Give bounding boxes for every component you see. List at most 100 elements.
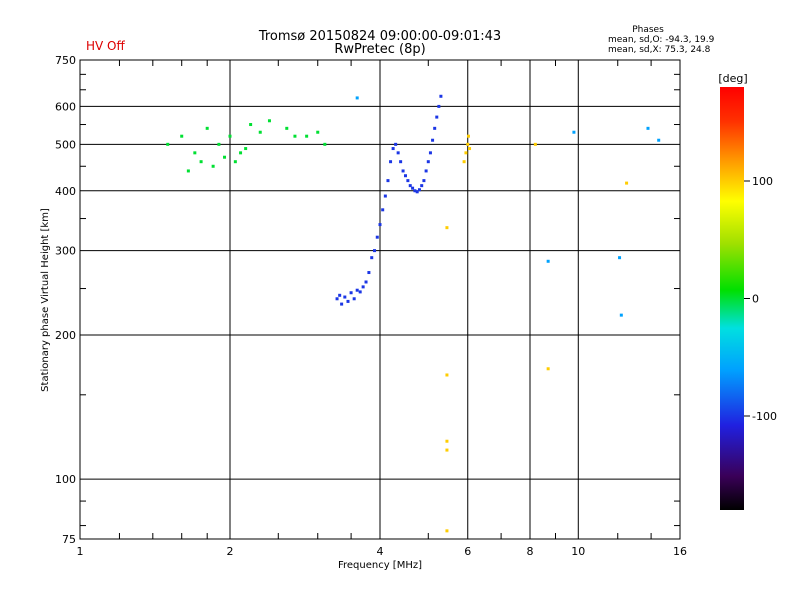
data-point [361,285,365,289]
x-tick-label: 10 [571,545,585,558]
data-point [267,119,271,123]
data-point [199,160,203,164]
data-point [401,169,405,173]
data-point [431,138,435,142]
colorbar [720,87,744,510]
data-point [403,174,407,178]
chart-subtitle: RwPretec (8p) [334,42,425,57]
data-point [445,373,449,377]
data-point [293,134,297,138]
data-point [546,367,550,371]
y-tick-label: 750 [55,54,76,67]
data-point [389,160,393,164]
data-point [445,439,449,443]
y-tick-label: 75 [62,533,76,546]
data-point [466,142,470,146]
data-point [657,138,661,142]
y-tick-label: 300 [55,245,76,258]
data-point [355,288,359,292]
data-point [378,223,382,227]
data-point [396,151,400,155]
data-point [358,290,362,294]
data-point [468,147,472,151]
data-point [619,313,623,317]
data-point [223,155,227,159]
colorbar-tick-label: 100 [752,175,773,188]
data-point [338,293,342,297]
colorbar-ticks: 100 0 -100 [744,175,777,423]
colorbar-label: [deg] [718,72,747,85]
data-point [343,295,347,299]
grid-lines [80,60,680,539]
data-point [340,302,344,306]
data-point [228,134,232,138]
o-mode-stats: mean, sd,O: -94.3, 19.9 [608,35,715,45]
colorbar-tick-label: -100 [752,410,777,423]
data-point [244,147,248,151]
data-point [391,147,395,151]
data-point [233,160,237,164]
y-axis-ticks: 75 100 200 300 400 500 600 750 [55,54,680,546]
y-tick-label: 400 [55,185,76,198]
data-point [406,179,410,183]
y-tick-label: 600 [55,100,76,113]
data-point [394,142,398,146]
data-point [375,235,379,239]
colorbar-tick-label: 0 [752,293,759,306]
data-point [399,160,403,164]
data-point [323,142,327,146]
x-tick-label: 6 [464,545,471,558]
data-point [424,169,428,173]
data-point [352,297,356,301]
x-tick-label: 16 [673,545,687,558]
data-point [166,142,170,146]
data-point [408,184,412,188]
data-point [186,169,190,173]
data-point [464,151,468,155]
data-point [211,164,215,168]
data-point [373,249,377,253]
data-point [249,123,253,127]
data-point [572,130,576,134]
data-point [205,126,209,130]
data-point [445,448,449,452]
x-tick-label: 8 [527,545,534,558]
data-point [415,190,419,194]
data-points [166,94,661,533]
data-point [355,96,359,100]
data-point [364,280,368,284]
data-point [435,115,439,119]
data-point [428,151,432,155]
y-tick-label: 100 [55,473,76,486]
data-point [316,130,320,134]
data-point [437,104,441,108]
data-point [646,126,650,130]
data-point [413,189,417,193]
x-tick-label: 1 [77,545,84,558]
data-point [386,179,390,183]
y-tick-label: 500 [55,138,76,151]
data-point [445,529,449,533]
y-axis-label: Stationary phase Virtual Height [km] [40,208,51,392]
data-point [381,208,385,212]
data-point [533,142,537,146]
data-point [193,151,197,155]
data-point [285,126,289,130]
data-point [618,256,622,260]
data-point [346,299,350,303]
data-point [383,194,387,198]
data-point [305,134,309,138]
data-point [420,184,424,188]
x-axis-label: Frequency [MHz] [338,560,422,571]
data-point [411,186,415,190]
data-point [217,142,221,146]
phases-heading: Phases [632,25,664,35]
data-point [433,126,437,130]
data-point [180,134,184,138]
x-mode-stats: mean, sd,X: 75.3, 24.8 [608,45,711,55]
y-tick-label: 200 [55,329,76,342]
data-point [462,160,466,164]
data-point [445,226,449,230]
data-point [370,256,374,260]
